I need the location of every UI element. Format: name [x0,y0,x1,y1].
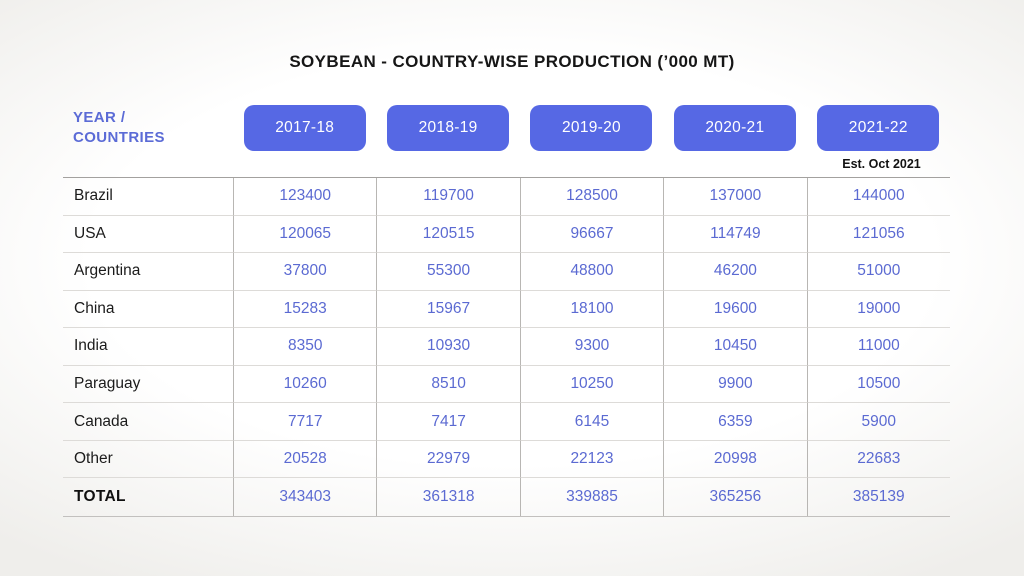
value-cell: 20528 [233,440,377,479]
country-label: Other [63,441,233,479]
value-cell: 123400 [233,178,377,216]
year-pill-2019-20: 2019-20 [530,105,653,151]
year-pill-2017-18: 2017-18 [243,105,366,151]
value-cell: 365256 [663,478,806,516]
year-pill-2021-22: 2021-22 [817,105,940,151]
table-header: YEAR / COUNTRIES 2017-18 2018-19 2019-20 20… [63,103,950,153]
value-cell: 37800 [233,253,377,291]
value-cell: 7417 [376,403,520,441]
year-pill-2018-19: 2018-19 [387,105,510,151]
value-cell: 8350 [233,328,377,366]
value-cell: 385139 [806,478,950,516]
total-row-label: TOTAL [74,488,126,506]
value-cell: 9900 [663,365,807,404]
value-cell: 48800 [519,253,664,291]
value-cell: 144000 [806,178,950,216]
value-cell: 22683 [806,440,950,479]
value-cell: 361318 [376,478,519,516]
year-countries-label: YEAR / COUNTRIES [73,108,165,146]
value-cell: 114749 [663,215,807,254]
value-cell: 11000 [806,328,950,366]
value-cell: 18100 [519,290,664,329]
country-label: Argentina [63,253,233,291]
year-pill-2020-21: 2020-21 [673,105,796,151]
value-cell: 15283 [233,290,377,329]
country-label: India [63,328,233,366]
value-cell: 22979 [376,440,520,479]
value-cell: 6359 [663,403,807,441]
estimate-note: Est. Oct 2021 [842,157,921,171]
value-cell: 46200 [663,253,807,291]
value-cell: 55300 [376,253,520,291]
value-cell: 10260 [233,365,377,404]
value-cell: 8510 [376,365,520,404]
value-cell: 10450 [663,328,807,366]
value-cell: 119700 [376,178,520,216]
value-cell: 20998 [663,440,807,479]
value-cell: 19600 [663,290,807,329]
value-cell: 6145 [519,403,664,441]
value-cell: 10250 [519,365,664,404]
value-cell: 343403 [233,478,376,516]
value-cell: 96667 [519,215,664,254]
country-label: Brazil [63,178,233,216]
value-cell: 15967 [376,290,520,329]
country-label: Canada [63,403,233,441]
value-cell: 10500 [806,365,950,404]
value-cell: 10930 [376,328,520,366]
value-cell: 121056 [806,215,950,254]
value-cell: 339885 [519,478,663,516]
value-cell: 51000 [806,253,950,291]
value-cell: 137000 [663,178,807,216]
value-cell: 128500 [519,178,664,216]
value-cell: 9300 [519,328,664,366]
value-cell: 5900 [806,403,950,441]
value-cell: 22123 [519,440,664,479]
production-table: Brazil 123400 119700 128500 137000 144000 USA 1… [63,177,950,517]
value-cell: 120515 [376,215,520,254]
value-cell: 120065 [233,215,377,254]
value-cell: 19000 [806,290,950,329]
page-title: SOYBEAN - COUNTRY-WISE PRODUCTION (’000 … [289,52,735,71]
country-label: Paraguay [63,366,233,404]
value-cell: 7717 [233,403,377,441]
country-label: China [63,291,233,329]
country-label: USA [63,216,233,254]
